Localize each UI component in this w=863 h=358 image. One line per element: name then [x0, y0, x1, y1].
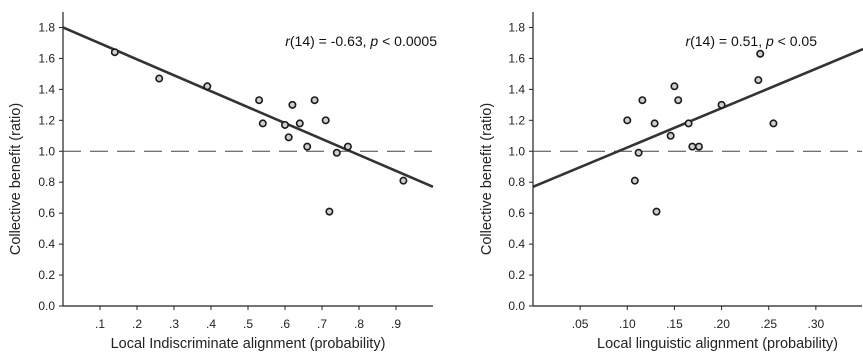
y-tick-label: 1.4 — [508, 82, 525, 96]
data-point — [623, 116, 632, 125]
x-tick-label: .2 — [132, 317, 142, 331]
y-tick-label: 0.2 — [508, 268, 525, 282]
y-tick-label: 1.0 — [38, 144, 55, 158]
y-axis-label: Collective benefit (ratio) — [479, 103, 495, 255]
x-tick-label: .25 — [760, 317, 777, 331]
chart-right: 0.0 0.2 0.4 0.6 0.8 1.0 1.2 1.4 1.6 1.8 .05 .10 .15.… — [479, 12, 863, 352]
data-point — [754, 76, 763, 85]
data-point — [288, 100, 297, 109]
data-point — [155, 74, 164, 83]
data-point — [343, 142, 352, 151]
x-tick-label: .4 — [206, 317, 216, 331]
y-tick-label: 1.2 — [508, 113, 525, 127]
x-tick-label: .6 — [280, 317, 290, 331]
data-point — [634, 148, 643, 157]
x-axis-label: Local linguistic alignment (probability) — [597, 336, 838, 352]
data-point — [110, 48, 119, 57]
x-tick-label: .8 — [354, 317, 364, 331]
y-tick-label: 0.4 — [508, 237, 525, 251]
data-point — [258, 119, 267, 128]
data-point — [666, 131, 675, 140]
data-point — [203, 82, 212, 91]
regression-line — [532, 47, 863, 189]
y-tick-label: 1.2 — [38, 113, 55, 127]
data-point — [684, 119, 693, 128]
y-tick-label: 0.8 — [38, 175, 55, 189]
y-tick-label: 0.2 — [38, 268, 55, 282]
data-point — [399, 176, 408, 185]
data-point — [630, 176, 639, 185]
data-point — [255, 96, 264, 105]
x-tick-label: .5 — [243, 317, 253, 331]
y-tick-label: 1.6 — [508, 51, 525, 65]
y-tick-label: 1.4 — [38, 82, 55, 96]
stat-annotation: r(14) = 0.51, p < 0.05 — [685, 33, 817, 49]
data-point — [295, 119, 304, 128]
data-point — [674, 96, 683, 105]
x-tick-label: .05 — [572, 317, 589, 331]
data-point — [284, 133, 293, 142]
data-point — [652, 207, 661, 216]
x-tick-label: .9 — [391, 317, 401, 331]
y-tick-label: 1.8 — [508, 20, 525, 34]
data-point — [769, 119, 778, 128]
x-tick-label: .7 — [317, 317, 327, 331]
x-axis-label: Local Indiscriminate alignment (probabil… — [111, 336, 386, 352]
data-point — [280, 120, 289, 129]
data-point — [310, 96, 319, 105]
y-tick-label: 0.6 — [38, 206, 55, 220]
x-tick-label: .30 — [808, 317, 825, 331]
x-tick-label: .1 — [95, 317, 105, 331]
data-point — [688, 142, 697, 151]
stat-annotation: r(14) = -0.63, p < 0.0005 — [285, 33, 437, 49]
x-tick-label: .20 — [713, 317, 730, 331]
data-point — [303, 142, 312, 151]
y-tick-label: 0.6 — [508, 206, 525, 220]
chart-left: 0.0 0.2 0.4 0.6 0.8 1.0 1.2 1.4 1.6 1.8 .1 .2 .3 .4 .5… — [8, 12, 437, 352]
y-tick-label: 0.8 — [508, 175, 525, 189]
x-tick-label: .15 — [666, 317, 683, 331]
data-point — [670, 82, 679, 91]
regression-line — [62, 26, 434, 189]
data-point — [321, 116, 330, 125]
data-point — [325, 207, 334, 216]
y-tick-label: 1.0 — [508, 144, 525, 158]
y-tick-label: 1.8 — [38, 20, 55, 34]
y-tick-label: 0.0 — [508, 299, 525, 313]
x-tick-label: .3 — [169, 317, 179, 331]
y-axis-label: Collective benefit (ratio) — [8, 103, 24, 255]
data-point — [694, 142, 703, 151]
data-point — [756, 49, 765, 58]
x-tick-label: .10 — [619, 317, 636, 331]
y-tick-label: 1.6 — [38, 51, 55, 65]
y-tick-label: 0.4 — [38, 237, 55, 251]
data-point — [332, 148, 341, 157]
y-tick-label: 0.0 — [38, 299, 55, 313]
data-point — [650, 119, 659, 128]
data-point — [638, 96, 647, 105]
data-point — [717, 100, 726, 109]
